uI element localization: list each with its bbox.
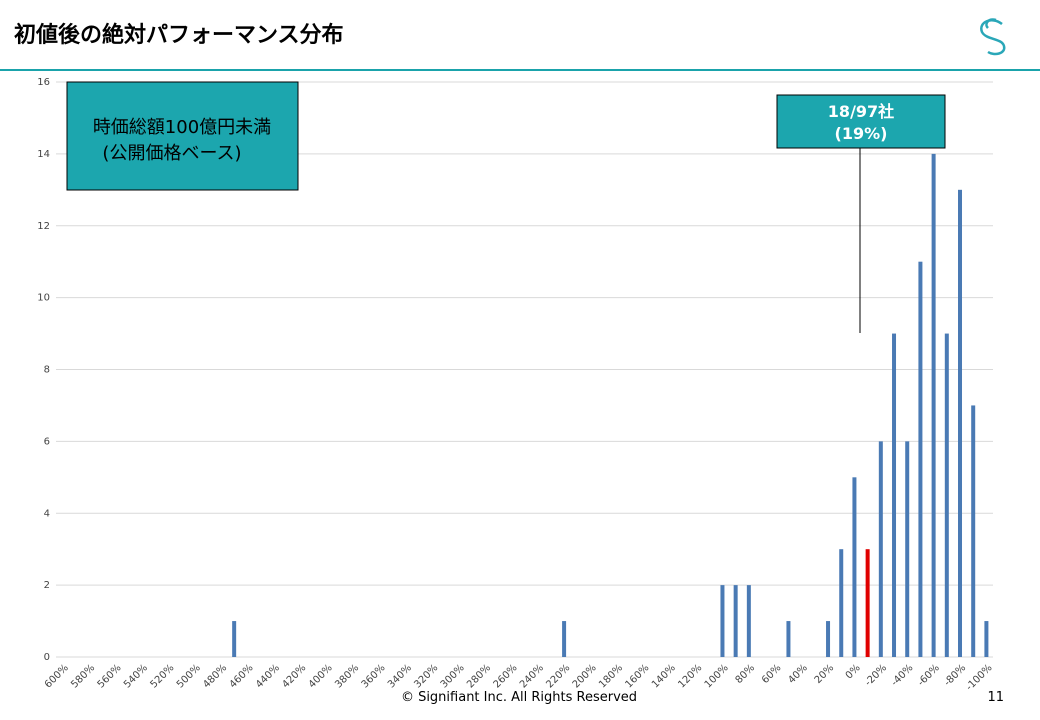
x-tick-label: 580% — [69, 662, 97, 690]
x-tick-label: 0% — [844, 662, 863, 681]
logo — [980, 18, 1006, 56]
x-tick-label: 200% — [571, 662, 599, 690]
x-tick-label: -40% — [889, 662, 915, 688]
bar — [746, 585, 751, 657]
x-tick-label: 380% — [333, 662, 361, 690]
bar — [826, 621, 831, 657]
x-tick-label: 500% — [175, 662, 203, 690]
y-tick-label: 14 — [37, 149, 50, 160]
x-tick-label: 180% — [597, 662, 625, 690]
x-tick-label: 520% — [148, 662, 176, 690]
x-tick-label: 600% — [43, 662, 71, 690]
x-tick-label: 360% — [360, 662, 388, 690]
bar — [984, 621, 989, 657]
x-tick-label: 340% — [386, 662, 414, 690]
x-tick-label: 20% — [813, 662, 837, 686]
y-tick-label: 2 — [44, 580, 50, 591]
y-tick-label: 12 — [37, 221, 50, 232]
y-tick-label: 4 — [44, 508, 50, 519]
x-tick-label: -60% — [916, 662, 942, 688]
x-tick-label: 460% — [228, 662, 256, 690]
bar — [878, 441, 883, 657]
y-tick-label: 16 — [37, 77, 50, 88]
bar — [958, 189, 963, 657]
bar — [931, 153, 936, 657]
x-tick-label: 100% — [703, 662, 731, 690]
x-tick-label: -100% — [964, 662, 995, 693]
y-tick-label: 6 — [44, 436, 50, 447]
x-tick-label: 400% — [307, 662, 335, 690]
x-tick-label: 60% — [760, 662, 784, 686]
y-tick-label: 0 — [44, 652, 50, 663]
bar — [865, 549, 870, 657]
x-tick-label: 240% — [518, 662, 546, 690]
bar — [720, 585, 725, 657]
x-tick-label: 40% — [786, 662, 810, 686]
bar — [905, 441, 910, 657]
x-tick-label: 540% — [122, 662, 150, 690]
bar — [918, 261, 923, 657]
x-tick-label: 80% — [734, 662, 758, 686]
footer: © Signifiant Inc. All Rights Reserved — [401, 690, 637, 705]
x-tick-label: 480% — [201, 662, 229, 690]
bar — [232, 621, 237, 657]
x-tick-label: 140% — [650, 662, 678, 690]
annotation-text: (19%) — [835, 124, 888, 143]
x-tick-label: 440% — [254, 662, 282, 690]
bar — [562, 621, 567, 657]
x-tick-label: 160% — [624, 662, 652, 690]
y-tick-label: 8 — [44, 365, 50, 376]
annotation-box — [776, 94, 946, 149]
bar — [733, 585, 738, 657]
x-tick-label: 560% — [96, 662, 124, 690]
bar — [786, 621, 791, 657]
slide-title: 初値後の絶対パフォーマンス分布 — [14, 22, 344, 48]
x-tick-label: 300% — [439, 662, 467, 690]
bar — [971, 405, 976, 657]
bar — [892, 333, 897, 657]
x-tick-label: 220% — [544, 662, 572, 690]
annotation-text: 時価総額100億円未満 — [93, 117, 271, 138]
bar — [839, 549, 844, 657]
x-tick-label: -20% — [863, 662, 889, 688]
y-tick-label: 10 — [37, 293, 50, 304]
annotation-text: 18/97社 — [828, 102, 894, 121]
x-tick-label: 320% — [412, 662, 440, 690]
x-tick-label: 280% — [465, 662, 493, 690]
x-tick-label: 260% — [492, 662, 520, 690]
annotation-text: (公開価格ベース) — [102, 143, 241, 164]
x-tick-label: 120% — [676, 662, 704, 690]
annotation-box — [66, 81, 299, 191]
bar — [944, 333, 949, 657]
page-number: 11 — [987, 690, 1004, 705]
x-tick-label: 420% — [280, 662, 308, 690]
bar — [852, 477, 857, 657]
